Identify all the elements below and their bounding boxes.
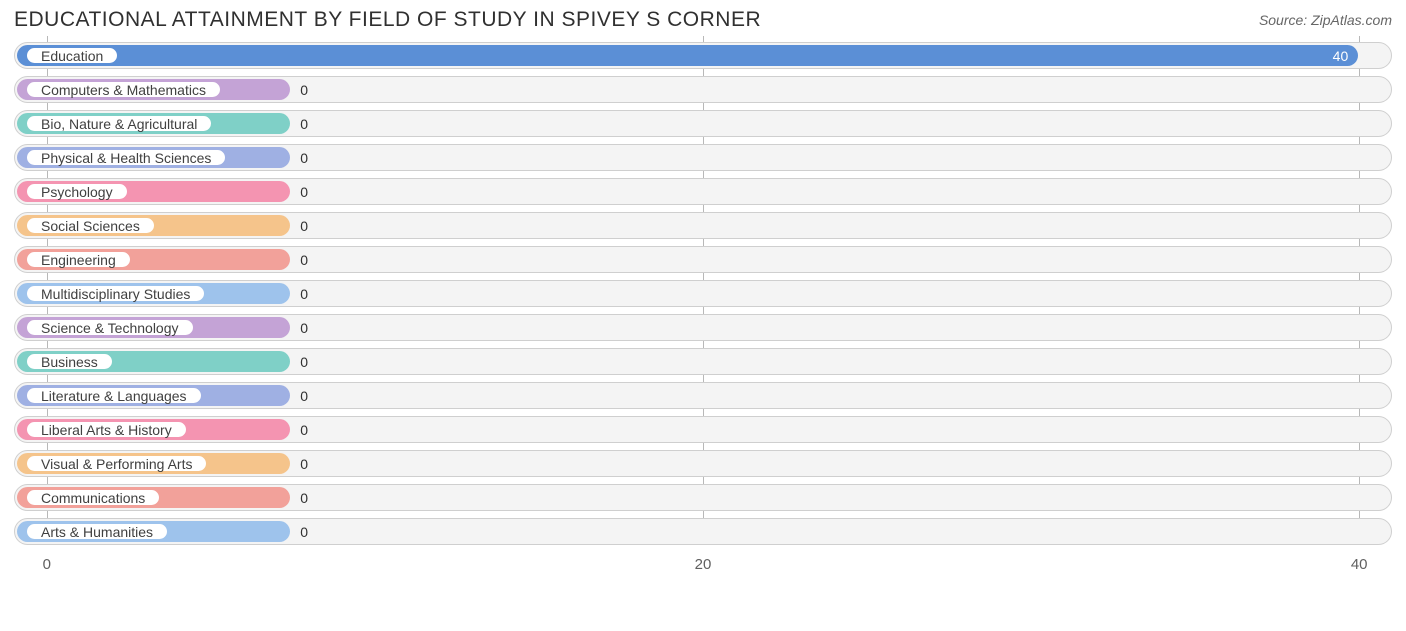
bar-value-label: 0 (300, 456, 308, 472)
bar-label-pill: Business (27, 354, 112, 369)
bar-fill: Psychology (17, 181, 290, 202)
bar-track: Bio, Nature & Agricultural 0 (14, 110, 1392, 137)
chart-area: Education40Computers & Mathematics0Bio, … (0, 36, 1406, 545)
bar-value-label: 0 (300, 320, 308, 336)
axis-tick-label: 0 (43, 556, 51, 573)
bar-value-label: 0 (300, 422, 308, 438)
bar-fill: Science & Technology (17, 317, 290, 338)
bar-value-label: 0 (300, 218, 308, 234)
bar-fill: Engineering (17, 249, 290, 270)
chart-source: Source: ZipAtlas.com (1259, 8, 1392, 28)
chart-row: Computers & Mathematics 0 (14, 76, 1392, 103)
chart-row: Liberal Arts & History 0 (14, 416, 1392, 443)
bar-fill: Business (17, 351, 290, 372)
bar-fill: Multidisciplinary Studies (17, 283, 290, 304)
chart-row: Science & Technology 0 (14, 314, 1392, 341)
chart-header: EDUCATIONAL ATTAINMENT BY FIELD OF STUDY… (0, 0, 1406, 36)
bar-fill: Literature & Languages (17, 385, 290, 406)
bar-track: Physical & Health Sciences 0 (14, 144, 1392, 171)
bar-value-label: 0 (300, 354, 308, 370)
bar-fill: Social Sciences (17, 215, 290, 236)
bar-fill: Communications (17, 487, 290, 508)
bar-track: Liberal Arts & History 0 (14, 416, 1392, 443)
bar-label-pill: Literature & Languages (27, 388, 201, 403)
bar-fill: Computers & Mathematics (17, 79, 290, 100)
bar-label-pill: Engineering (27, 252, 130, 267)
bar-label-pill: Science & Technology (27, 320, 193, 335)
bar-fill: Liberal Arts & History (17, 419, 290, 440)
chart-row: Business 0 (14, 348, 1392, 375)
bar-track: Visual & Performing Arts 0 (14, 450, 1392, 477)
bar-value-label: 0 (300, 286, 308, 302)
bar-track: Literature & Languages 0 (14, 382, 1392, 409)
bar-label-pill: Multidisciplinary Studies (27, 286, 204, 301)
bar-fill: Visual & Performing Arts (17, 453, 290, 474)
bar-value-label: 0 (300, 150, 308, 166)
axis-tick-label: 40 (1351, 556, 1368, 573)
bar-value-label: 0 (300, 184, 308, 200)
bar-value-label: 0 (300, 524, 308, 540)
bar-value-label: 40 (1333, 48, 1349, 64)
bar-track: Engineering 0 (14, 246, 1392, 273)
bar-value-label: 0 (300, 116, 308, 132)
bar-fill: Arts & Humanities (17, 521, 290, 542)
bar-track: Psychology 0 (14, 178, 1392, 205)
chart-row: Communications 0 (14, 484, 1392, 511)
chart-row: Education 40 (14, 42, 1392, 69)
bar-value-label: 0 (300, 490, 308, 506)
bar-label-pill: Psychology (27, 184, 127, 199)
bar-track: Science & Technology 0 (14, 314, 1392, 341)
bar-fill: Physical & Health Sciences (17, 147, 290, 168)
chart-row: Literature & Languages 0 (14, 382, 1392, 409)
chart-row: Visual & Performing Arts 0 (14, 450, 1392, 477)
bar-label-pill: Physical & Health Sciences (27, 150, 225, 165)
bar-label-pill: Computers & Mathematics (27, 82, 220, 97)
bar-fill: Education 40 (17, 45, 1358, 66)
bar-value-label: 0 (300, 82, 308, 98)
bar-track: Multidisciplinary Studies 0 (14, 280, 1392, 307)
chart-rows: Education40Computers & Mathematics0Bio, … (14, 42, 1392, 545)
chart-row: Multidisciplinary Studies 0 (14, 280, 1392, 307)
axis-tick-label: 20 (695, 556, 712, 573)
bar-track: Computers & Mathematics 0 (14, 76, 1392, 103)
bar-fill: Bio, Nature & Agricultural (17, 113, 290, 134)
bar-value-label: 0 (300, 388, 308, 404)
bar-track: Communications 0 (14, 484, 1392, 511)
chart-title: EDUCATIONAL ATTAINMENT BY FIELD OF STUDY… (14, 8, 761, 32)
x-axis: 0 20 40 (14, 552, 1392, 578)
chart-row: Physical & Health Sciences 0 (14, 144, 1392, 171)
bar-label-pill: Bio, Nature & Agricultural (27, 116, 211, 131)
bar-label-pill: Liberal Arts & History (27, 422, 186, 437)
bar-track: Arts & Humanities 0 (14, 518, 1392, 545)
bar-label-pill: Arts & Humanities (27, 524, 167, 539)
bar-label-pill: Social Sciences (27, 218, 154, 233)
chart-row: Social Sciences 0 (14, 212, 1392, 239)
bar-track: Education 40 (14, 42, 1392, 69)
bar-track: Social Sciences 0 (14, 212, 1392, 239)
bar-label-pill: Visual & Performing Arts (27, 456, 206, 471)
chart-row: Bio, Nature & Agricultural 0 (14, 110, 1392, 137)
chart-row: Arts & Humanities 0 (14, 518, 1392, 545)
chart-row: Psychology 0 (14, 178, 1392, 205)
chart-row: Engineering 0 (14, 246, 1392, 273)
bar-label-pill: Communications (27, 490, 159, 505)
bar-label-pill: Education (27, 48, 117, 63)
bar-value-label: 0 (300, 252, 308, 268)
bar-track: Business 0 (14, 348, 1392, 375)
